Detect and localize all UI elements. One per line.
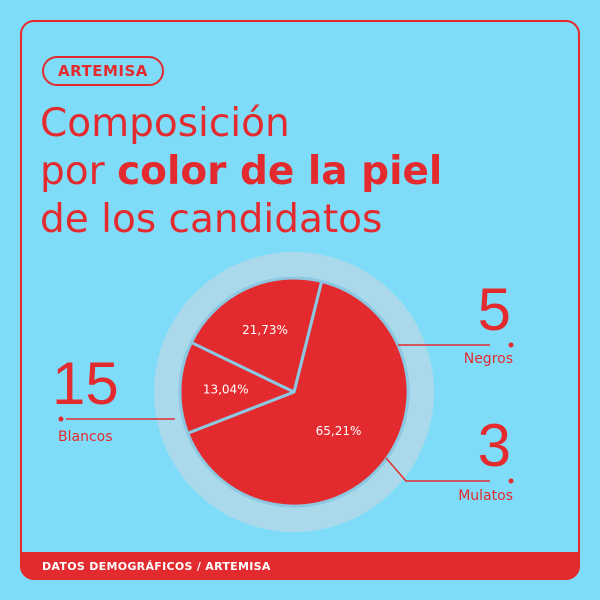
source-badge: ARTEMISA: [42, 56, 164, 86]
count-negros: 5: [478, 276, 511, 343]
label-blancos: Blancos: [58, 429, 113, 445]
title-line-2: por color de la piel: [40, 148, 570, 196]
count-blancos: 15: [52, 350, 119, 417]
callout-dot-mulatos: [508, 478, 514, 484]
pie-slices: 65,21% 13,04% 21,73%: [178, 276, 410, 508]
slice-pct-negros: 21,73%: [242, 323, 288, 337]
pie-slice-negros: [189, 276, 324, 394]
title-line-3: de los candidatos: [40, 197, 383, 242]
label-mulatos: Mulatos: [458, 488, 513, 504]
slice-pct-blancos: 65,21%: [316, 424, 362, 438]
title-line-2-prefix: por: [40, 149, 118, 194]
count-mulatos: 3: [478, 412, 511, 479]
title-line-1: Composición: [40, 101, 290, 146]
page-title: Composición por color de la piel de los …: [40, 100, 570, 244]
footer-bar: DATOS DEMOGRÁFICOS / ARTEMISA: [20, 552, 580, 580]
callout-dot-blancos: [58, 416, 64, 422]
pie-slice-mulatos: [178, 340, 296, 435]
callout-line-mulatos: [385, 457, 490, 482]
slice-pct-mulatos: 13,04%: [203, 382, 249, 396]
pie-callouts: 5 Negros 3 Mulatos 15 Blancos: [52, 276, 514, 504]
pie-slice-blancos: [186, 279, 410, 508]
label-negros: Negros: [464, 351, 513, 367]
callout-dot-negros: [508, 342, 514, 348]
title-line-2-bold: color de la piel: [117, 149, 443, 194]
